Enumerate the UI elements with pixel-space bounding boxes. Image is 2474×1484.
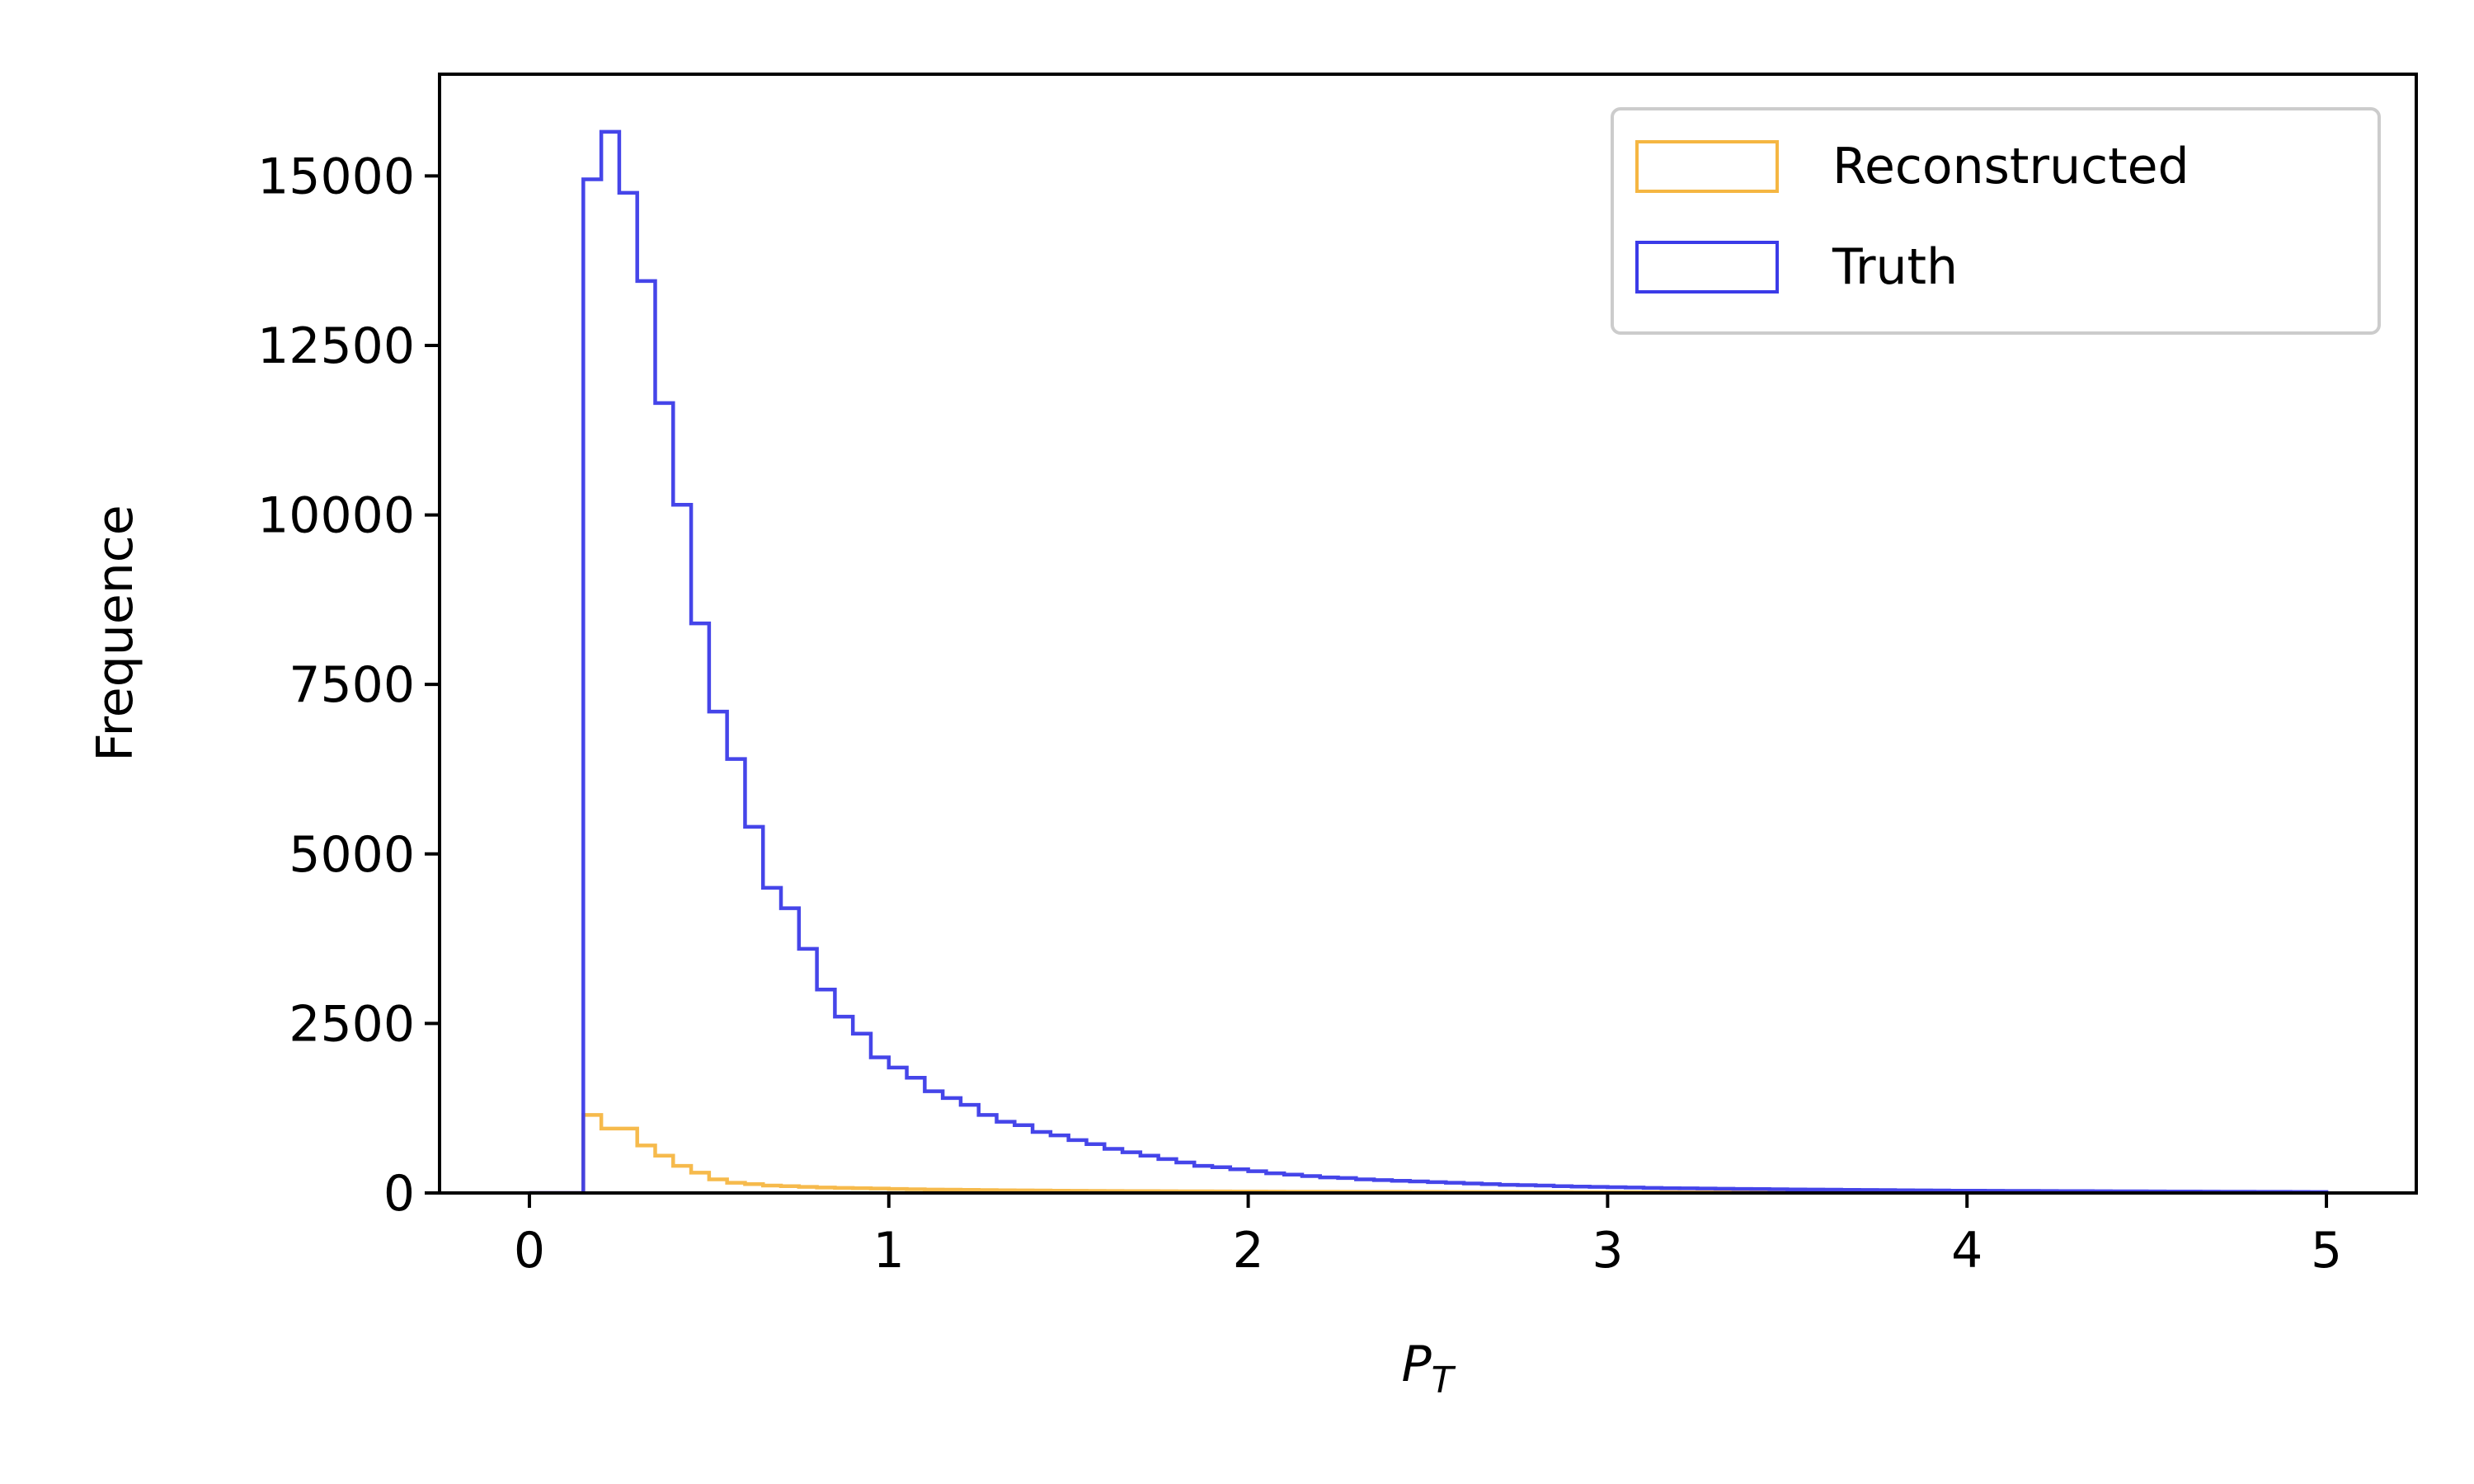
x-tick-label: 4 — [1951, 1222, 1982, 1280]
y-tick-label: 2500 — [289, 995, 415, 1053]
x-tick-label: 5 — [2311, 1222, 2342, 1280]
x-axis: 0 1 2 3 4 5 — [514, 1193, 2342, 1280]
y-tick-label: 12500 — [257, 317, 415, 375]
y-tick-label: 15000 — [257, 148, 415, 205]
histogram-series-truth — [529, 129, 2329, 1193]
legend-label-reconstructed: Reconstructed — [1832, 138, 2189, 195]
x-tick-label: 0 — [514, 1222, 545, 1280]
x-axis-label: PT — [1401, 1336, 1456, 1402]
legend-frame — [1611, 107, 2381, 335]
legend: Reconstructed Truth — [1611, 107, 2381, 335]
x-tick-label: 1 — [873, 1222, 905, 1280]
y-axis: 0 2500 5000 7500 10000 12500 15000 — [257, 148, 440, 1223]
y-tick-label: 5000 — [289, 826, 415, 884]
legend-swatch-reconstructed — [1635, 140, 1779, 193]
y-tick-label: 7500 — [289, 656, 415, 714]
plot-area-frame — [438, 73, 2418, 1195]
x-tick-label: 2 — [1232, 1222, 1263, 1280]
y-tick-label: 0 — [383, 1165, 415, 1223]
legend-swatch-truth — [1635, 241, 1779, 294]
x-tick-label: 3 — [1592, 1222, 1623, 1280]
legend-label-truth: Truth — [1832, 238, 1958, 296]
y-tick-label: 10000 — [257, 487, 415, 545]
y-axis-label: Frequence — [87, 505, 144, 761]
